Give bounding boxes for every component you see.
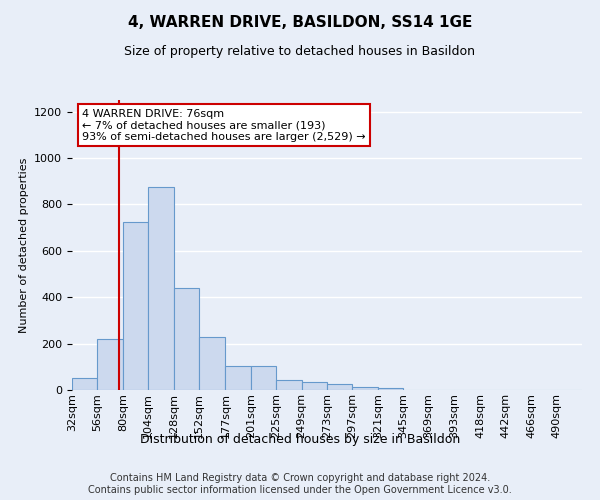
Text: 4, WARREN DRIVE, BASILDON, SS14 1GE: 4, WARREN DRIVE, BASILDON, SS14 1GE <box>128 15 472 30</box>
Bar <box>352 386 378 390</box>
Bar <box>327 384 352 390</box>
Y-axis label: Number of detached properties: Number of detached properties <box>19 158 29 332</box>
Bar <box>226 366 251 390</box>
Bar <box>276 380 302 390</box>
Bar <box>378 388 403 390</box>
Text: Size of property relative to detached houses in Basildon: Size of property relative to detached ho… <box>125 45 476 58</box>
Bar <box>148 187 173 390</box>
Bar <box>97 339 123 390</box>
Bar <box>173 288 199 390</box>
Text: Distribution of detached houses by size in Basildon: Distribution of detached houses by size … <box>140 432 460 446</box>
Bar <box>251 366 276 390</box>
Text: Contains HM Land Registry data © Crown copyright and database right 2024.
Contai: Contains HM Land Registry data © Crown c… <box>88 474 512 495</box>
Bar <box>199 336 226 390</box>
Bar <box>72 378 97 390</box>
Bar <box>302 382 327 390</box>
Bar <box>123 222 148 390</box>
Text: 4 WARREN DRIVE: 76sqm
← 7% of detached houses are smaller (193)
93% of semi-deta: 4 WARREN DRIVE: 76sqm ← 7% of detached h… <box>82 108 366 142</box>
